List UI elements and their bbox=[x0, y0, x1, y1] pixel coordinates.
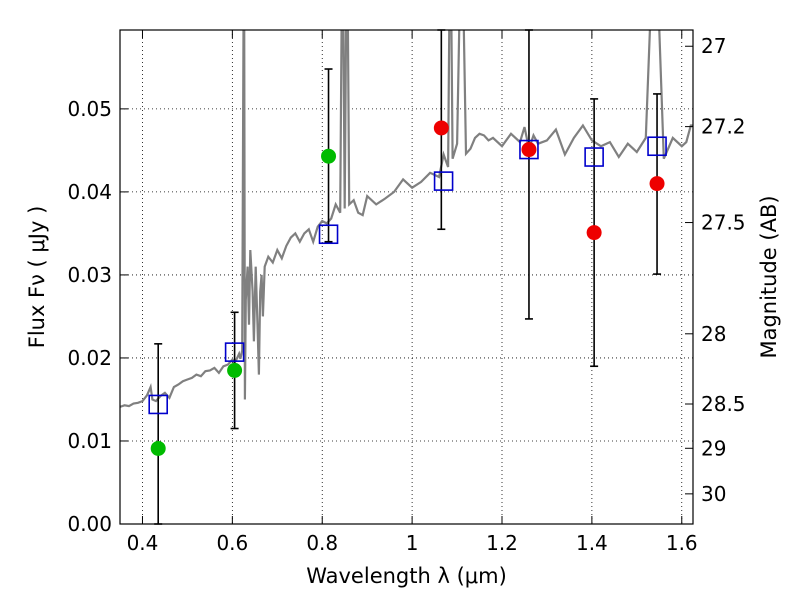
model-photometry-point bbox=[224, 342, 245, 362]
y-tick-label: 0.00 bbox=[67, 512, 112, 536]
y-tick-label: 0.03 bbox=[67, 263, 112, 287]
grid-lines bbox=[120, 30, 693, 525]
axis-ticks bbox=[120, 30, 693, 525]
y-tick-label: 0.05 bbox=[67, 97, 112, 121]
plot-area bbox=[120, 30, 693, 408]
observed-flux-point bbox=[586, 225, 602, 241]
mag-tick-label: 27.5 bbox=[701, 211, 746, 235]
model-photometry-point bbox=[148, 394, 168, 415]
observed-flux-point bbox=[433, 120, 449, 136]
model-photometry-point bbox=[318, 224, 339, 245]
y-axis-label: Flux Fν ( μJy ) bbox=[25, 206, 49, 349]
x-tick-label: 1.6 bbox=[666, 531, 698, 555]
x-tick-label: 0.6 bbox=[216, 531, 248, 555]
mag-tick-label: 30 bbox=[701, 482, 726, 506]
x-tick-label: 0.4 bbox=[127, 531, 159, 555]
y-tick-label: 0.04 bbox=[67, 180, 112, 204]
observed-flux-point bbox=[227, 362, 243, 378]
x-axis-label: Wavelength λ (μm) bbox=[306, 564, 507, 588]
mag-tick-label: 27 bbox=[701, 34, 726, 58]
model-spectrum-line bbox=[120, 30, 693, 408]
mag-tick-label: 29 bbox=[701, 436, 726, 460]
model-photometry-point bbox=[433, 171, 454, 191]
mag-tick-label: 27.2 bbox=[701, 115, 746, 139]
mag-tick-label: 28 bbox=[701, 322, 726, 346]
x-tick-label: 0.8 bbox=[306, 531, 338, 555]
model-photometry-point bbox=[584, 147, 604, 167]
y-tick-label: 0.02 bbox=[67, 346, 112, 370]
observed-flux-point bbox=[150, 440, 166, 456]
observed-flux-point bbox=[649, 176, 665, 192]
x-tick-label: 1.4 bbox=[576, 531, 608, 555]
x-tick-label: 1.2 bbox=[486, 531, 518, 555]
observed-flux-point bbox=[521, 142, 537, 158]
plot-frame bbox=[119, 29, 694, 525]
model-photometry-point bbox=[647, 136, 667, 157]
x-tick-label: 1 bbox=[406, 531, 419, 555]
mag-tick-label: 28.5 bbox=[701, 392, 746, 416]
observed-flux-point bbox=[321, 148, 337, 164]
y-tick-label: 0.01 bbox=[67, 429, 112, 453]
data-markers bbox=[148, 120, 667, 456]
model-photometry-point bbox=[519, 139, 539, 160]
magnitude-axis-label: Magnitude (AB) bbox=[757, 195, 781, 358]
error-bars bbox=[154, 29, 662, 525]
tick-labels: 0.4 0.6 0.8 1 1.2 1.4 1.6 0.00 0.01 0.02 0.03 0.04 0… bbox=[67, 34, 745, 555]
